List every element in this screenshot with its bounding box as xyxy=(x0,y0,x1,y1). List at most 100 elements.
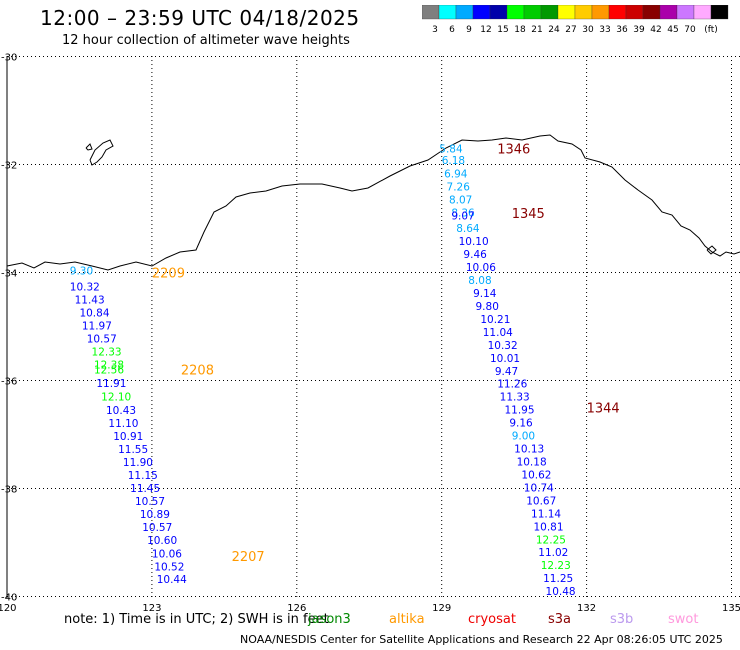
wave-height-value: 10.32 xyxy=(70,282,100,294)
wave-height-value: 11.45 xyxy=(130,483,160,495)
colorbar-label: 70 xyxy=(684,25,696,35)
wave-height-value: 6.18 xyxy=(442,155,465,167)
colorbar-label: 18 xyxy=(514,25,526,35)
wave-height-value: 8.36 xyxy=(451,208,475,220)
footer-note: note: 1) Time is in UTC; 2) SWH is in fe… xyxy=(64,612,329,627)
pass-time-label: 1344 xyxy=(587,402,620,417)
wave-height-value: 11.91 xyxy=(96,378,126,390)
wave-height-value: 11.02 xyxy=(538,547,568,559)
wave-height-value: 10.06 xyxy=(152,548,182,560)
pass-time-label: 2208 xyxy=(181,364,214,379)
latitude-label: -30 xyxy=(1,53,17,64)
wave-height-value: 10.74 xyxy=(524,482,554,494)
colorbar-label: 21 xyxy=(531,25,542,35)
wave-height-value: 11.14 xyxy=(531,508,561,520)
wave-height-value: 10.81 xyxy=(533,521,563,533)
wave-height-value: 12.56 xyxy=(94,365,124,377)
wave-height-value: 10.62 xyxy=(521,469,551,481)
wave-height-value: 9.00 xyxy=(512,431,535,443)
wave-height-value: 6.94 xyxy=(444,169,468,181)
longitude-label: 126 xyxy=(287,603,306,612)
wave-height-value: 10.57 xyxy=(135,496,165,508)
wave-height-value: 12.10 xyxy=(101,392,131,404)
wave-height-value: 10.57 xyxy=(142,522,172,534)
colorbar-label: 30 xyxy=(582,25,594,35)
wave-height-value: 11.33 xyxy=(500,392,530,404)
legend-altika: altika xyxy=(389,612,425,627)
altimeter-map: 120 123 126 129 132 135 -30 -32 -34 -36 -38 -40 9.30… xyxy=(0,53,740,612)
coastline xyxy=(6,134,740,271)
wave-height-value: 9.46 xyxy=(463,249,487,261)
wave-height-value: 11.10 xyxy=(108,418,138,430)
wave-height-value: 10.67 xyxy=(526,495,556,507)
legend-s3a: s3a xyxy=(548,612,572,627)
wave-height-value: 10.21 xyxy=(480,314,510,326)
colorbar-label: 15 xyxy=(497,25,508,35)
map-title: 12:00 – 23:59 UTC 04/18/2025 xyxy=(40,6,360,30)
wave-height-value: 5.84 xyxy=(439,143,463,155)
longitude-label: 135 xyxy=(722,603,740,612)
latitude-label: -32 xyxy=(1,161,17,172)
colorbar-label: 12 xyxy=(480,25,491,35)
wave-height-value: 9.07 xyxy=(451,210,474,222)
latitude-label: -36 xyxy=(1,377,17,388)
island-outline xyxy=(706,245,717,255)
wave-height-value: 10.84 xyxy=(79,307,109,319)
wave-height-colorbar: 3 6 9 12 15 18 21 24 27 30 33 36 39 42 45 70 (ft) xyxy=(422,5,729,35)
legend-cryosat: cryosat xyxy=(468,612,516,627)
colorbar-label: 42 xyxy=(650,25,661,35)
wave-height-value: 12.33 xyxy=(92,346,122,358)
wave-height-value: 8.08 xyxy=(468,275,491,287)
colorbar-label: 36 xyxy=(616,25,628,35)
credit-line: NOAA/NESDIS Center for Satellite Applica… xyxy=(240,633,723,646)
island-outline xyxy=(85,143,93,151)
wave-height-value: 12.23 xyxy=(541,560,571,572)
wave-height-value: 10.01 xyxy=(490,353,520,365)
wave-height-value: 9.16 xyxy=(509,418,533,430)
wave-height-value: 11.97 xyxy=(82,320,112,332)
wave-height-value: 10.44 xyxy=(157,574,187,586)
wave-height-value: 11.90 xyxy=(123,457,153,469)
colorbar-label: 24 xyxy=(548,25,560,35)
pass-time-label: 1345 xyxy=(512,207,545,222)
wave-height-value: 9.80 xyxy=(476,301,499,313)
colorbar-label: 33 xyxy=(599,25,610,35)
wave-height-value: 10.57 xyxy=(87,333,117,345)
wave-height-value: 12.25 xyxy=(536,534,566,546)
wave-height-value: 10.52 xyxy=(154,561,184,573)
wave-height-value: 11.26 xyxy=(497,379,527,391)
wave-height-value: 8.07 xyxy=(449,195,472,207)
wave-height-value: 10.06 xyxy=(466,262,496,274)
wave-height-value: 9.14 xyxy=(473,288,497,300)
colorbar-label: (ft) xyxy=(704,25,718,35)
wave-height-value: 8.64 xyxy=(456,223,480,235)
wave-height-value: 10.10 xyxy=(459,236,489,248)
longitude-label: 132 xyxy=(577,603,596,612)
longitude-label: 120 xyxy=(0,603,17,612)
colorbar-label: 9 xyxy=(466,25,472,35)
satellite-legend: jason3 altika cryosat s3a s3b swot xyxy=(0,612,740,630)
wave-height-value: 11.25 xyxy=(543,573,573,585)
pass-time-label: 1346 xyxy=(497,142,530,157)
wave-height-value: 10.60 xyxy=(147,535,177,547)
colorbar-label: 45 xyxy=(667,25,678,35)
legend-s3b: s3b xyxy=(610,612,634,627)
colorbar-label: 3 xyxy=(432,25,438,35)
colorbar-label: 27 xyxy=(565,25,576,35)
wave-height-value: 10.48 xyxy=(546,586,576,598)
wave-height-value: 11.95 xyxy=(504,405,534,417)
wave-height-value: 10.91 xyxy=(113,431,143,443)
wave-height-value: 10.43 xyxy=(106,405,136,417)
wave-height-value: 9.47 xyxy=(495,366,518,378)
wave-height-value: 11.15 xyxy=(128,470,158,482)
legend-jason3: jason3 xyxy=(308,612,351,627)
map-subtitle: 12 hour collection of altimeter wave hei… xyxy=(62,33,350,48)
latitude-label: -38 xyxy=(1,485,17,496)
wave-height-value: 11.04 xyxy=(483,327,513,339)
wave-height-value: 11.55 xyxy=(118,444,148,456)
wave-height-value: 9.30 xyxy=(70,265,93,277)
wave-height-value: 10.18 xyxy=(517,457,547,469)
pass-time-label: 2209 xyxy=(152,267,185,282)
colorbar-label: 39 xyxy=(633,25,645,35)
colorbar-swatch xyxy=(710,5,729,20)
